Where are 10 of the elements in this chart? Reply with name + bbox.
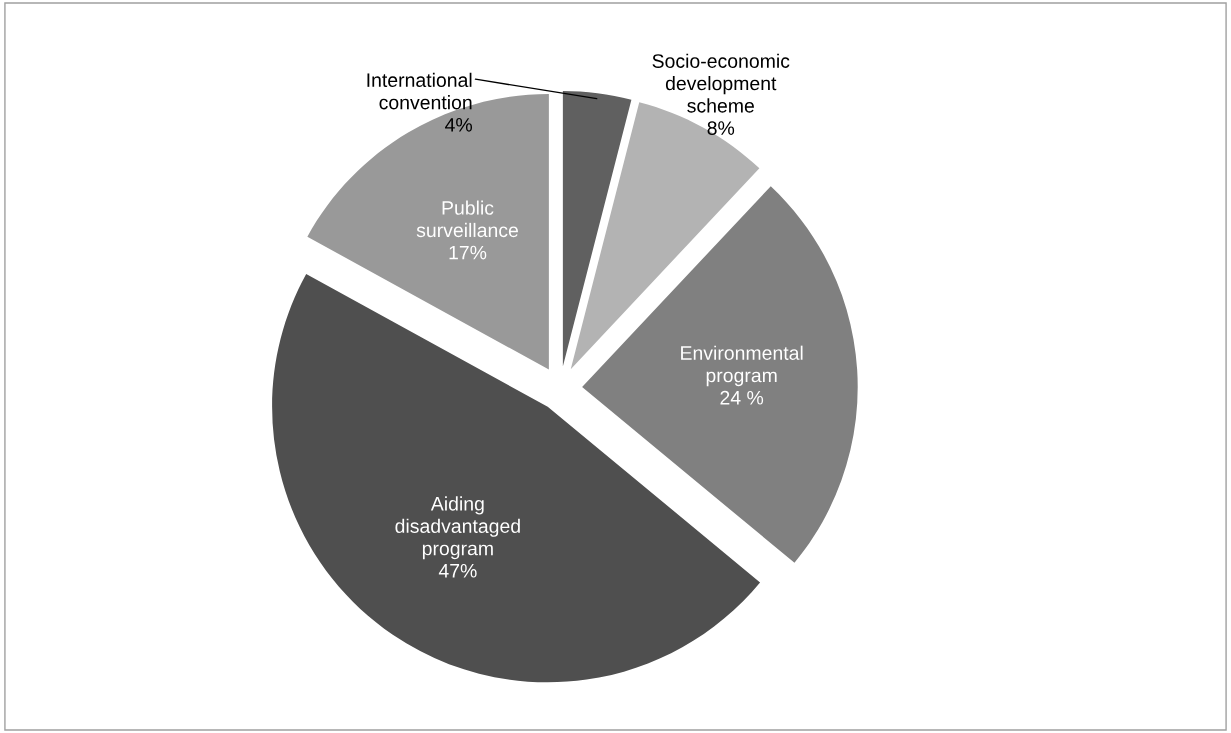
- slice-label: Aiding disadvantaged program: [395, 496, 520, 560]
- data-label: 17%: [449, 245, 487, 260]
- data-label: 47%: [438, 564, 477, 578]
- data-label: 4%: [445, 118, 473, 132]
- data-label: 24 %: [720, 390, 764, 405]
- data-label: 8%: [707, 121, 735, 135]
- slice-label: International convention: [367, 72, 472, 110]
- slice-label: Public surveillance: [416, 200, 518, 238]
- slice-label: Socio-economic development scheme: [652, 53, 790, 113]
- slice-label: Environmental program: [681, 345, 803, 387]
